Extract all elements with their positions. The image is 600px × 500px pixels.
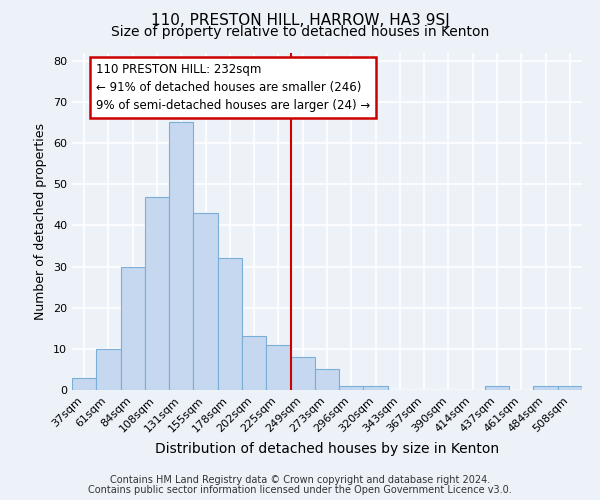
Bar <box>485 386 509 390</box>
Bar <box>290 357 315 390</box>
Text: 110, PRESTON HILL, HARROW, HA3 9SJ: 110, PRESTON HILL, HARROW, HA3 9SJ <box>151 12 449 28</box>
Bar <box>121 266 145 390</box>
Bar <box>339 386 364 390</box>
Bar <box>193 213 218 390</box>
Bar <box>242 336 266 390</box>
Text: Contains public sector information licensed under the Open Government Licence v3: Contains public sector information licen… <box>88 485 512 495</box>
Text: 110 PRESTON HILL: 232sqm
← 91% of detached houses are smaller (246)
9% of semi-d: 110 PRESTON HILL: 232sqm ← 91% of detach… <box>96 63 371 112</box>
Bar <box>72 378 96 390</box>
Bar <box>364 386 388 390</box>
Text: Contains HM Land Registry data © Crown copyright and database right 2024.: Contains HM Land Registry data © Crown c… <box>110 475 490 485</box>
Bar <box>96 349 121 390</box>
Bar <box>315 370 339 390</box>
X-axis label: Distribution of detached houses by size in Kenton: Distribution of detached houses by size … <box>155 442 499 456</box>
Bar <box>169 122 193 390</box>
Bar <box>218 258 242 390</box>
Y-axis label: Number of detached properties: Number of detached properties <box>34 122 47 320</box>
Bar <box>145 196 169 390</box>
Bar <box>533 386 558 390</box>
Text: Size of property relative to detached houses in Kenton: Size of property relative to detached ho… <box>111 25 489 39</box>
Bar <box>558 386 582 390</box>
Bar <box>266 344 290 390</box>
